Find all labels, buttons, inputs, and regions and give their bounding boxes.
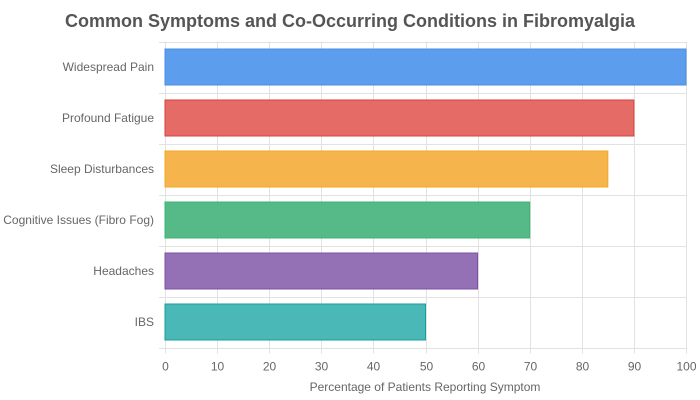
x-axis-ticks: 0 10 20 30 40 50 60 70 80 90 100 [162,360,697,374]
bar [164,99,635,137]
x-tick-label: 90 [628,360,642,374]
x-tick-label: 30 [315,360,329,374]
x-axis-label: Percentage of Patients Reporting Symptom [310,380,541,394]
bars [164,48,687,341]
x-tick-label: 100 [676,360,696,374]
y-tick-label: Headaches [93,264,154,278]
bar [164,303,426,341]
bar [164,201,531,239]
y-tick-label: Profound Fatigue [62,111,154,125]
y-tick-label: IBS [135,315,154,329]
bar [164,48,687,86]
y-tick-label: Cognitive Issues (Fibro Fog) [3,213,154,227]
x-tick-label: 20 [263,360,277,374]
bar [164,150,609,188]
bar [164,252,479,290]
y-tick-label: Sleep Disturbances [50,162,154,176]
y-axis-labels: Widespread Pain Profound Fatigue Sleep Dis… [3,60,154,329]
y-tick-label: Widespread Pain [63,60,154,74]
gridlines [159,41,687,354]
x-tick-label: 60 [472,360,486,374]
x-tick-label: 0 [162,360,169,374]
x-tick-label: 80 [576,360,590,374]
x-tick-label: 50 [420,360,434,374]
x-tick-label: 40 [367,360,381,374]
x-tick-label: 70 [524,360,538,374]
x-tick-label: 10 [211,360,225,374]
chart-title: Common Symptoms and Co-Occurring Conditi… [65,11,636,31]
